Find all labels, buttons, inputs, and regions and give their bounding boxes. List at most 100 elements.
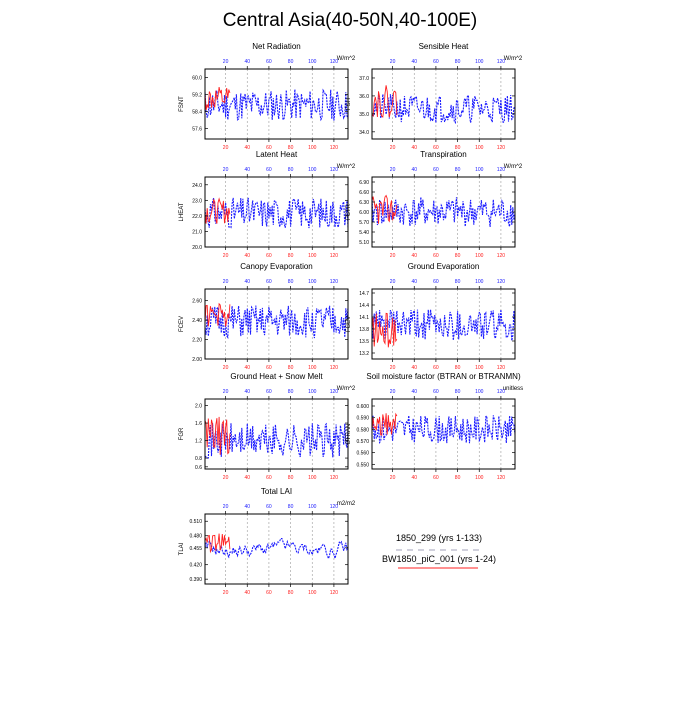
x-top-tick-label: 40 (411, 59, 417, 65)
x-top-tick-label: 120 (330, 59, 339, 65)
y-tick-label: 2.0 (195, 404, 202, 410)
x-bottom-tick-label: 80 (455, 365, 461, 371)
x-bottom-tick-label: 40 (244, 475, 250, 481)
series-line-bw1850 (204, 197, 231, 224)
y-tick-label: 0.390 (189, 577, 202, 583)
y-tick-label: 0.455 (189, 546, 202, 552)
series-line-1850-299 (371, 197, 516, 228)
x-bottom-tick-label: 60 (433, 365, 439, 371)
legend-label-bw1850: BW1850_piC_001 (yrs 1-24) (382, 554, 496, 564)
x-top-tick-label: 100 (475, 59, 484, 65)
x-bottom-tick-label: 60 (266, 145, 272, 151)
x-bottom-tick-label: 60 (266, 253, 272, 259)
x-top-tick-label: 60 (433, 279, 439, 285)
x-bottom-tick-label: 60 (266, 365, 272, 371)
x-bottom-tick-label: 20 (223, 253, 229, 259)
x-bottom-tick-label: 100 (308, 145, 317, 151)
x-top-tick-label: 80 (455, 167, 461, 173)
x-top-tick-label: 40 (411, 279, 417, 285)
x-top-tick-label: 120 (497, 279, 506, 285)
units-label: W/m^2 (504, 56, 523, 62)
x-bottom-tick-label: 20 (390, 475, 396, 481)
x-top-tick-label: 120 (497, 389, 506, 395)
plot-frame (204, 513, 349, 585)
x-top-tick-label: 100 (308, 59, 317, 65)
x-bottom-tick-label: 120 (497, 475, 506, 481)
y-axis-label: FCEV (179, 316, 185, 332)
series-line-bw1850 (204, 416, 231, 455)
x-top-tick-label: 80 (288, 59, 294, 65)
y-tick-label: 20.0 (192, 245, 202, 251)
x-top-tick-label: 40 (244, 279, 250, 285)
x-bottom-tick-label: 20 (223, 475, 229, 481)
x-bottom-tick-label: 80 (288, 365, 294, 371)
y-tick-label: 6.30 (359, 200, 369, 206)
y-tick-label: 36.0 (359, 94, 369, 100)
x-bottom-tick-label: 80 (288, 475, 294, 481)
x-top-tick-label: 80 (455, 59, 461, 65)
y-tick-label: 5.10 (359, 240, 369, 246)
x-top-tick-label: 60 (433, 167, 439, 173)
series-line-1850-299 (204, 305, 349, 340)
y-tick-label: 59.2 (192, 92, 202, 98)
y-axis-label: BTRAN (346, 424, 352, 444)
y-tick-label: 13.5 (359, 339, 369, 345)
y-tick-label: 23.0 (192, 198, 202, 204)
units-label: m2/m2 (337, 501, 356, 507)
plot-frame (204, 176, 349, 248)
series-line-bw1850 (371, 412, 398, 436)
y-tick-label: 2.40 (192, 318, 202, 324)
panel-title: Transpiration (420, 150, 466, 159)
x-bottom-tick-label: 40 (244, 253, 250, 259)
y-tick-label: 14.4 (359, 303, 369, 309)
series-line-1850-299 (371, 415, 516, 444)
x-top-tick-label: 60 (266, 279, 272, 285)
x-bottom-tick-label: 80 (288, 590, 294, 596)
series-line-1850-299 (204, 197, 349, 229)
x-top-tick-label: 40 (411, 167, 417, 173)
x-bottom-tick-label: 120 (330, 590, 339, 596)
panel-title: Canopy Evaporation (240, 262, 313, 271)
x-top-tick-label: 20 (390, 59, 396, 65)
x-bottom-tick-label: 80 (455, 253, 461, 259)
x-bottom-tick-label: 40 (411, 145, 417, 151)
y-tick-label: 6.90 (359, 180, 369, 186)
y-tick-label: 0.480 (189, 534, 202, 540)
x-bottom-tick-label: 120 (330, 365, 339, 371)
x-bottom-tick-label: 20 (223, 590, 229, 596)
x-bottom-tick-label: 20 (390, 365, 396, 371)
x-top-tick-label: 80 (455, 279, 461, 285)
units-label: W/m^2 (337, 386, 356, 392)
x-top-tick-label: 60 (266, 504, 272, 510)
x-top-tick-label: 40 (244, 389, 250, 395)
x-top-tick-label: 60 (433, 59, 439, 65)
x-bottom-tick-label: 40 (411, 475, 417, 481)
series-line-1850-299 (204, 88, 349, 122)
y-tick-label: 57.6 (192, 126, 202, 132)
y-tick-label: 35.0 (359, 112, 369, 118)
x-top-tick-label: 100 (308, 389, 317, 395)
x-top-tick-label: 80 (288, 504, 294, 510)
x-top-tick-label: 120 (330, 279, 339, 285)
y-tick-label: 0.570 (356, 439, 369, 445)
series-line-bw1850 (204, 533, 231, 554)
x-top-tick-label: 100 (475, 389, 484, 395)
x-top-tick-label: 80 (288, 279, 294, 285)
x-bottom-tick-label: 100 (475, 145, 484, 151)
x-bottom-tick-label: 120 (330, 145, 339, 151)
series-line-1850-299 (204, 422, 349, 459)
x-bottom-tick-label: 100 (475, 475, 484, 481)
x-bottom-tick-label: 60 (433, 253, 439, 259)
x-bottom-tick-label: 40 (244, 145, 250, 151)
x-bottom-tick-label: 100 (475, 253, 484, 259)
panel-title: Soil moisture factor (BTRAN or BTRANMN) (366, 372, 521, 381)
y-tick-label: 5.40 (359, 230, 369, 236)
y-tick-label: 14.1 (359, 315, 369, 321)
y-tick-label: 60.0 (192, 75, 202, 81)
series-line-1850-299 (371, 308, 516, 341)
x-bottom-tick-label: 60 (433, 145, 439, 151)
x-top-tick-label: 100 (308, 504, 317, 510)
x-bottom-tick-label: 40 (244, 590, 250, 596)
units-label: W/m^2 (337, 164, 356, 170)
y-tick-label: 2.60 (192, 299, 202, 305)
